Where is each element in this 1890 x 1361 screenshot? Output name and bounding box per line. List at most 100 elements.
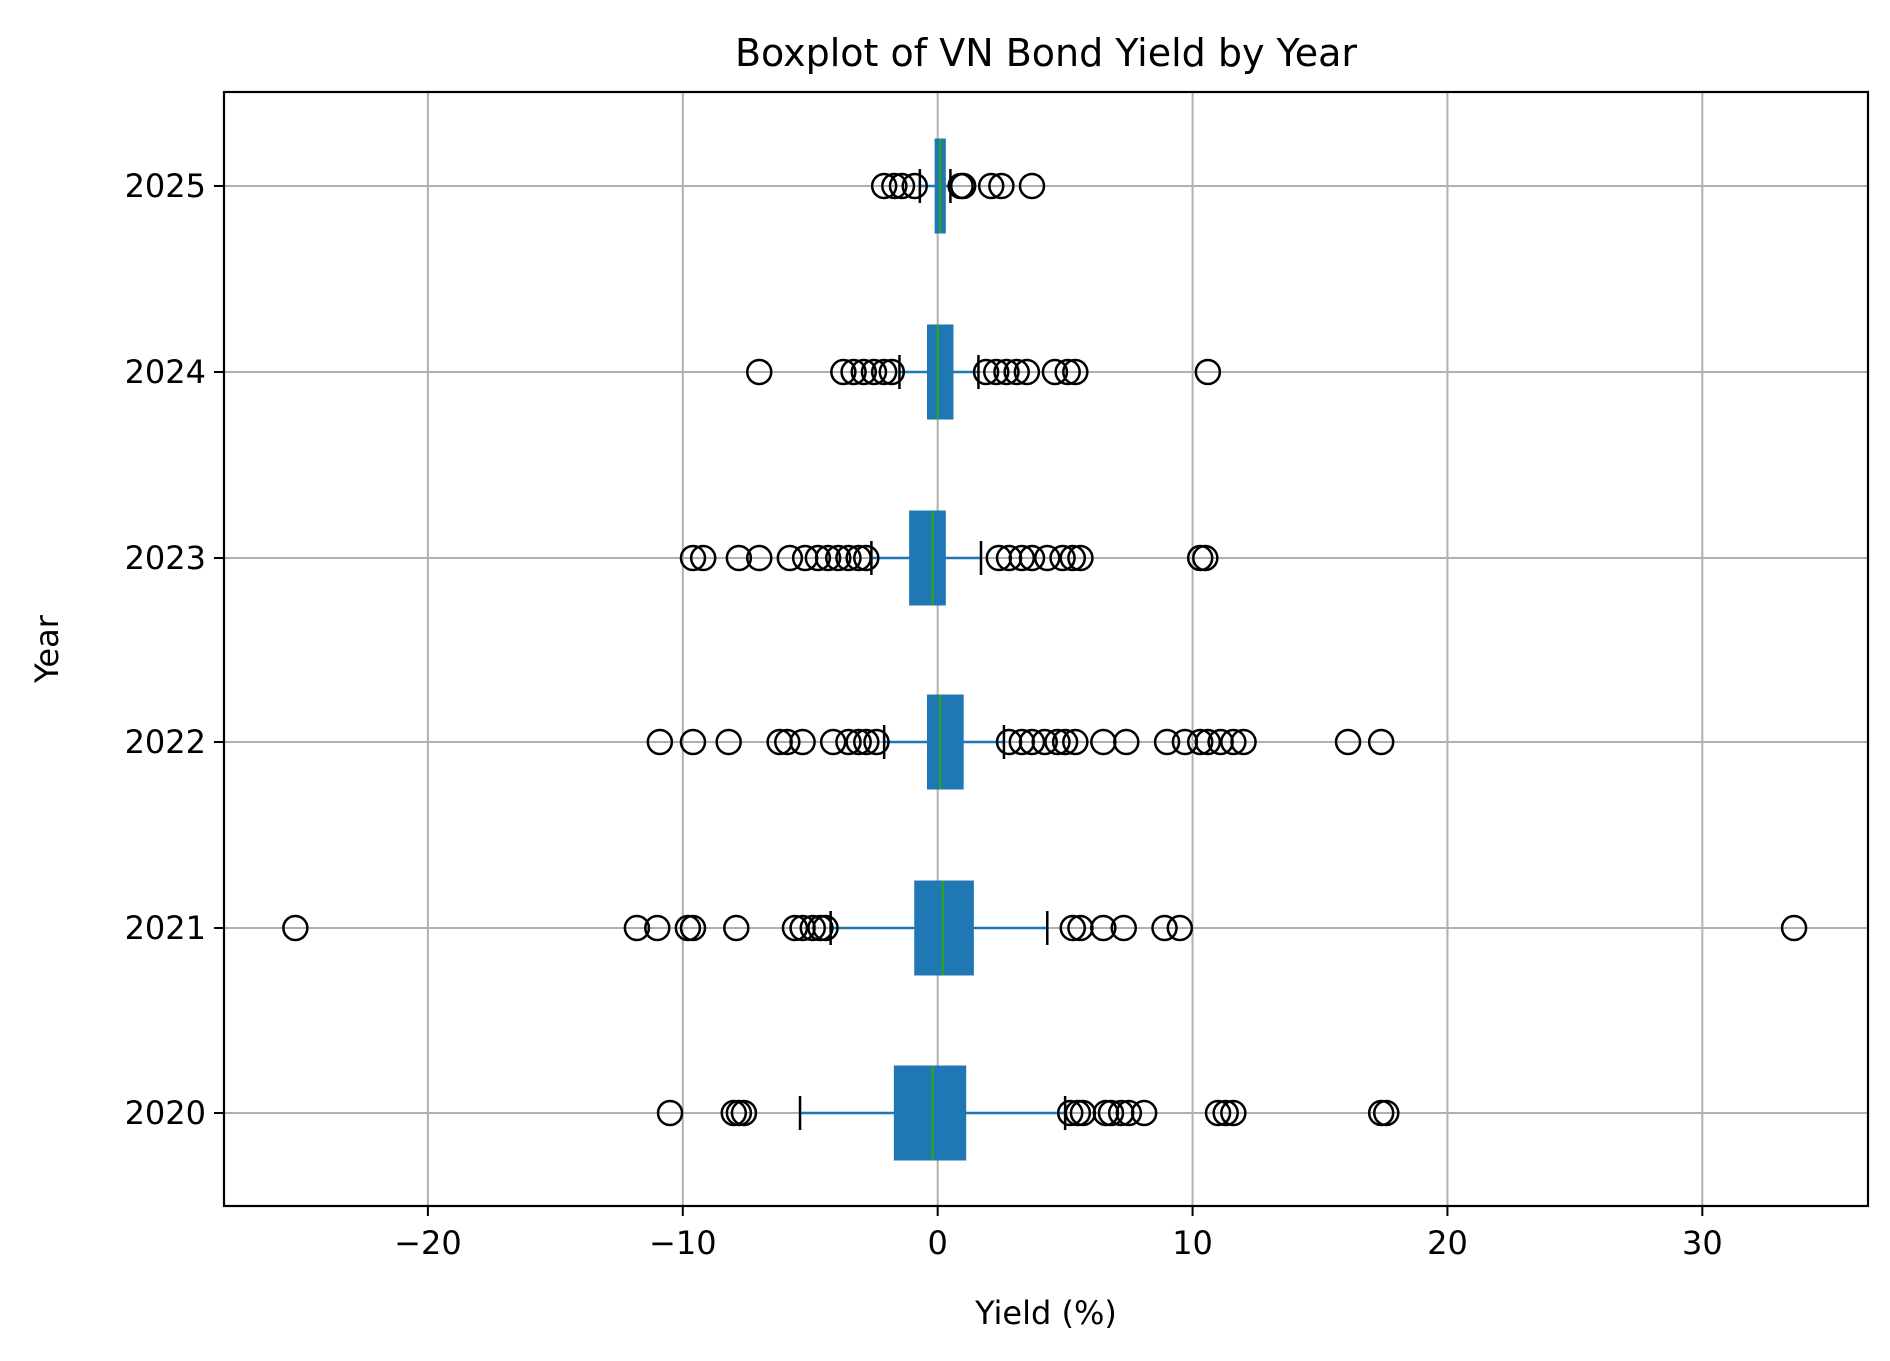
outlier-point: [1059, 544, 1087, 572]
outlier-point: [901, 172, 928, 200]
x-tick-label: 20: [1427, 1224, 1468, 1262]
outlier-point: [1166, 914, 1194, 942]
outlier-point: [1018, 544, 1046, 572]
outlier-point: [814, 544, 842, 572]
x-tick-label: −10: [649, 1224, 717, 1262]
outlier-point: [1367, 728, 1395, 756]
outlier-point: [1194, 358, 1222, 386]
outlier-point: [656, 1099, 684, 1127]
outlier-point: [850, 358, 878, 386]
iqr-box: [926, 694, 964, 790]
outlier-point: [870, 172, 898, 200]
outlier-point: [835, 544, 862, 572]
outlier-point: [840, 358, 867, 386]
outlier-point: [1780, 914, 1808, 942]
chart-title: Boxplot of VN Bond Yield by Year: [735, 31, 1357, 75]
outlier-point: [1018, 172, 1046, 200]
outlier-point: [1130, 1099, 1158, 1127]
iqr-box: [926, 324, 954, 420]
iqr-box: [909, 510, 946, 606]
outlier-point: [1220, 728, 1247, 756]
y-tick-label: 2023: [125, 539, 206, 577]
x-tick-label: 0: [927, 1224, 947, 1262]
outlier-point: [1151, 914, 1178, 942]
plot-frame: [222, 90, 1870, 1208]
box-group: [282, 880, 1808, 976]
outlier-point: [715, 728, 742, 756]
outlier-point: [679, 544, 707, 572]
outlier-point: [1373, 1099, 1400, 1127]
y-tick-label: 2021: [125, 909, 206, 947]
outlier-point: [1018, 728, 1046, 756]
box-group: [679, 510, 1219, 606]
box-group: [656, 1065, 1400, 1161]
outlier-point: [1192, 544, 1219, 572]
outlier-point: [853, 544, 880, 572]
outlier-point: [1056, 1099, 1084, 1127]
outlier-point: [644, 914, 671, 942]
outlier-point: [863, 728, 890, 756]
outlier-point: [789, 728, 816, 756]
outlier-point: [888, 172, 916, 200]
outlier-point: [1090, 914, 1117, 942]
outlier-point: [1041, 358, 1069, 386]
outlier-point: [1220, 1099, 1247, 1127]
outlier-point: [679, 914, 707, 942]
outlier-point: [870, 358, 898, 386]
x-tick-label: 10: [1172, 1224, 1213, 1262]
outlier-point: [282, 914, 309, 942]
outlier-point: [1044, 728, 1071, 756]
outlier-point: [799, 914, 827, 942]
y-tick-label: 2025: [125, 167, 206, 205]
outlier-point: [1031, 728, 1058, 756]
y-axis-title: Year: [28, 614, 66, 684]
x-axis-title: Yield (%): [974, 1294, 1117, 1332]
outlier-point: [689, 544, 717, 572]
outlier-point: [774, 728, 801, 756]
outlier-point: [988, 172, 1015, 200]
outlier-point: [1186, 728, 1214, 756]
outlier-point: [1067, 544, 1094, 572]
outlier-point: [830, 358, 857, 386]
y-tick-label: 2020: [125, 1094, 206, 1132]
outlier-point: [881, 172, 908, 200]
grid-layer: [224, 92, 1868, 1206]
y-tick-label: 2022: [125, 723, 206, 761]
tick-layer: −20 −10 0 10 20 30 2020 2021 2022 2023 2024 2025: [125, 167, 1723, 1262]
outlier-point: [746, 358, 773, 386]
outlier-point: [812, 914, 839, 942]
outlier-point: [1003, 358, 1030, 386]
outlier-point: [623, 914, 651, 942]
outlier-point: [845, 728, 872, 756]
outlier-point: [878, 358, 906, 386]
iqr-box: [893, 1065, 967, 1161]
outlier-point: [825, 544, 852, 572]
iqr-box: [914, 880, 974, 976]
outlier-point: [983, 358, 1010, 386]
outlier-point: [1153, 728, 1181, 756]
outlier-point: [993, 358, 1020, 386]
outlier-point: [804, 544, 832, 572]
outlier-point: [1115, 1099, 1143, 1127]
outlier-point: [1049, 544, 1076, 572]
box-layer: [282, 138, 1808, 1161]
outlier-point: [819, 728, 847, 756]
x-tick-label: 30: [1682, 1224, 1723, 1262]
box-group: [646, 694, 1395, 790]
box-group: [746, 324, 1222, 420]
outlier-point: [1204, 1099, 1232, 1127]
outlier-point: [1097, 1099, 1125, 1127]
outlier-point: [1113, 728, 1140, 756]
outlier-point: [949, 172, 977, 200]
outlier-point: [725, 544, 753, 572]
outlier-point: [1230, 728, 1257, 756]
y-tick-label: 2024: [125, 353, 206, 391]
outlier-point: [845, 544, 872, 572]
outlier-point: [1059, 914, 1087, 942]
outlier-point: [776, 544, 804, 572]
outlier-point: [1034, 544, 1061, 572]
outlier-point: [1194, 728, 1222, 756]
outlier-point: [730, 1099, 758, 1127]
